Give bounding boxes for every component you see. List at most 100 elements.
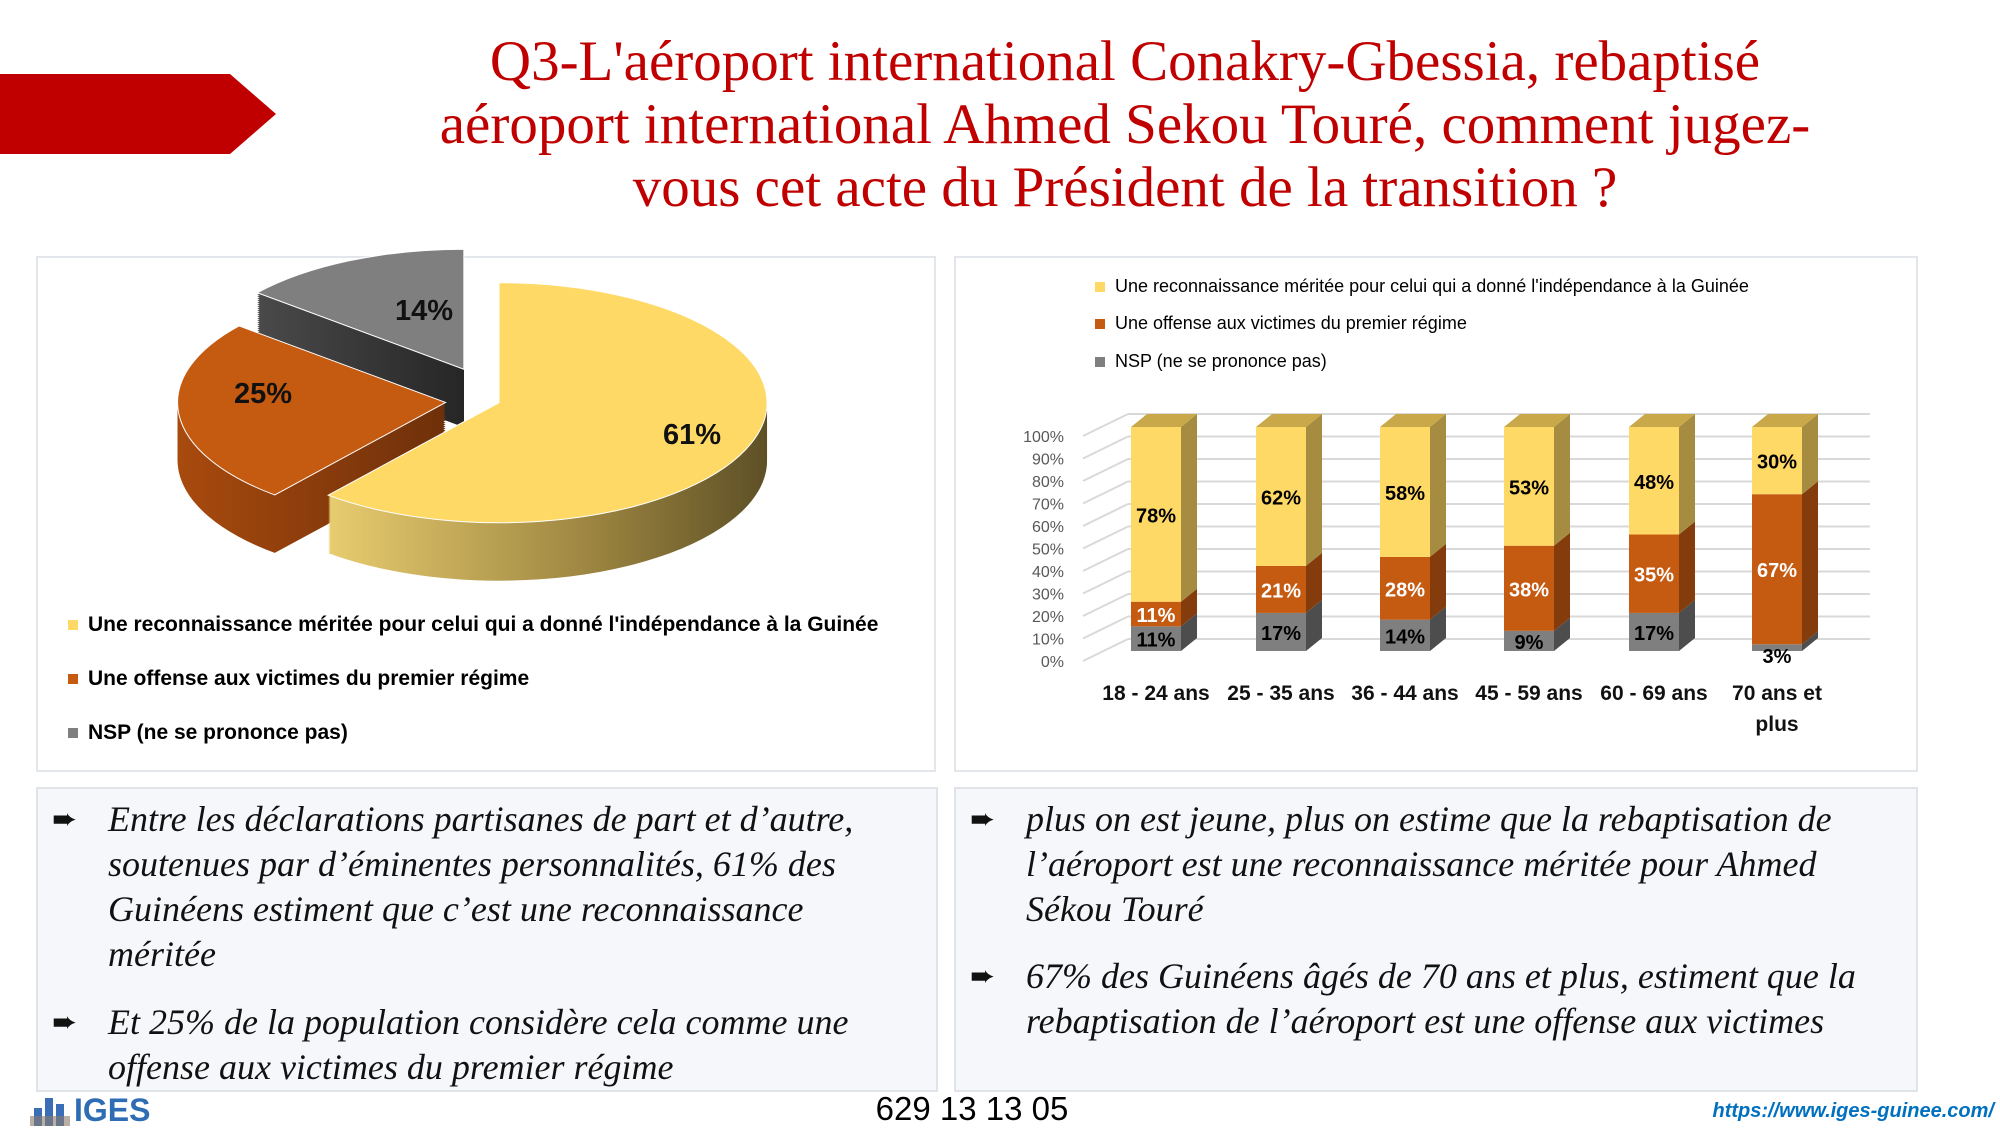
pie-slice-offense (177, 325, 447, 496)
arrow-bullet-icon: ➨ (52, 802, 78, 837)
bar-value-label: 3% (1763, 646, 1792, 668)
bar-segment-side (1430, 543, 1446, 620)
bar-segment (1629, 612, 1679, 651)
bar-segment (1752, 494, 1802, 645)
y-tick-label: 10% (1032, 632, 1064, 649)
commentary-bullet: ➨ Entre les déclarations partisanes de pa… (52, 797, 912, 977)
commentary-text: plus on est jeune, plus on estime que la… (1026, 799, 1832, 929)
arrow-bullet-icon: ➨ (52, 1005, 78, 1040)
bar-segment-side (1306, 599, 1322, 651)
x-category-label: 45 - 59 ans (1475, 682, 1582, 705)
legend-label: Une offense aux victimes du premier régi… (1115, 313, 1467, 333)
left-commentary-box: ➨ Entre les déclarations partisanes de pa… (36, 787, 938, 1092)
pie-label-nsp: 14% (395, 295, 453, 327)
bar-segment (1131, 601, 1181, 627)
bar-segment (1380, 619, 1430, 651)
commentary-text: Et 25% de la population considère cela c… (108, 1002, 849, 1087)
bar-segment-side (1554, 617, 1570, 651)
bar-segment (1256, 565, 1306, 613)
bar-segment-side (1181, 588, 1197, 627)
right-commentary-box: ➨ plus on est jeune, plus on estime que l… (954, 787, 1918, 1092)
legend-swatch (1095, 281, 1105, 292)
bar-segment (1380, 556, 1430, 620)
gridline-side (1082, 503, 1129, 527)
gridline-side (1082, 458, 1129, 482)
bar-value-label: 11% (1137, 605, 1176, 627)
bar-segment (1380, 427, 1430, 557)
gridline-side (1082, 638, 1129, 662)
legend-label: Une reconnaissance méritée pour celui qu… (88, 613, 879, 636)
bar-value-label: 17% (1261, 623, 1301, 645)
bar-value-label: 21% (1261, 580, 1301, 602)
bar-value-label: 67% (1757, 560, 1797, 582)
legend-swatch (68, 728, 78, 738)
legend-label: NSP (ne se prononce pas) (88, 721, 348, 744)
x-category-label: 60 - 69 ans (1600, 682, 1707, 705)
commentary-bullet: ➨ plus on est jeune, plus on estime que l… (970, 797, 1900, 932)
commentary-bullet: ➨ Et 25% de la population considère cela … (52, 1000, 912, 1090)
y-tick-label: 40% (1032, 564, 1064, 581)
bar-segment (1504, 545, 1554, 631)
gridline-side (1082, 615, 1129, 640)
bar-value-label: 17% (1634, 623, 1674, 645)
gridline-side (1082, 593, 1129, 617)
bar-segment-side (1181, 414, 1197, 602)
bar-legend-item: NSP (ne se prononce pas) (1095, 351, 1327, 372)
gridline-side (1082, 525, 1129, 550)
pie-legend-item: Une offense aux victimes du premier régi… (68, 667, 529, 691)
logo-text: IGES (74, 1092, 151, 1128)
pie-label-reconnaissance: 61% (663, 419, 721, 451)
y-tick-label: 0% (1041, 654, 1064, 671)
pie-legend-item: NSP (ne se prononce pas) (68, 721, 348, 745)
bar-segment-side (1679, 599, 1695, 651)
commentary-bullet: ➨ 67% des Guinéens âgés de 70 ans et plus… (970, 954, 1900, 1044)
legend-swatch (68, 674, 78, 684)
y-tick-label: 90% (1032, 452, 1064, 469)
bar-value-label: 28% (1385, 579, 1425, 601)
legend-swatch (68, 620, 78, 630)
x-category-label: 25 - 35 ans (1227, 682, 1334, 705)
arrow-bullet-icon: ➨ (970, 802, 996, 837)
bar-segment-side (1181, 613, 1197, 651)
legend-swatch (1095, 318, 1105, 329)
logo-bars-icon (30, 1098, 70, 1126)
bar-value-label: 35% (1634, 565, 1674, 587)
bar-segment-side (1554, 414, 1570, 546)
y-tick-label: 20% (1032, 609, 1064, 626)
bar-segment (1131, 427, 1181, 602)
gridline-side (1082, 435, 1129, 460)
x-category-label: 18 - 24 ans (1102, 682, 1209, 705)
bar-segment-side (1802, 481, 1818, 645)
bar-segment (1752, 427, 1802, 495)
bar-segment (1504, 427, 1554, 546)
bar-segment (1629, 534, 1679, 613)
y-tick-label: 60% (1032, 519, 1064, 536)
bar-segment (1504, 630, 1554, 651)
y-tick-label: 100% (1023, 429, 1064, 446)
bar-value-label: 11% (1137, 630, 1176, 652)
bar-segment-side (1554, 532, 1570, 631)
page-title: Q3-L'aéroport international Conakry-Gbes… (380, 30, 1870, 219)
iges-logo: IGES (30, 1092, 150, 1126)
bar-segment-side (1306, 414, 1322, 566)
arrow-bullet-icon: ➨ (970, 959, 996, 994)
bar-value-label: 14% (1385, 626, 1425, 648)
footer-url[interactable]: https://www.iges-guinee.com/ (1712, 1100, 1994, 1122)
y-tick-label: 80% (1032, 474, 1064, 491)
bar-top-face (1504, 414, 1570, 427)
title-line: Q3-L'aéroport international Conakry-Gbes… (489, 30, 1761, 93)
pie-legend-item: Une reconnaissance méritée pour celui qu… (68, 613, 878, 637)
pie-label-offense: 25% (234, 378, 292, 410)
x-category-label: plus (1755, 713, 1798, 736)
gridline-side (1082, 413, 1129, 437)
bar-segment-side (1306, 552, 1322, 613)
bar-segment (1752, 644, 1802, 651)
bar-legend-item: Une offense aux victimes du premier régi… (1095, 313, 1467, 334)
y-tick-label: 50% (1032, 542, 1064, 559)
footer-phone: 629 13 13 05 (875, 1090, 1069, 1127)
title-line: aéroport international Ahmed Sekou Touré… (439, 93, 1811, 156)
bar-segment-side (1430, 606, 1446, 651)
bar-segment (1256, 427, 1306, 566)
